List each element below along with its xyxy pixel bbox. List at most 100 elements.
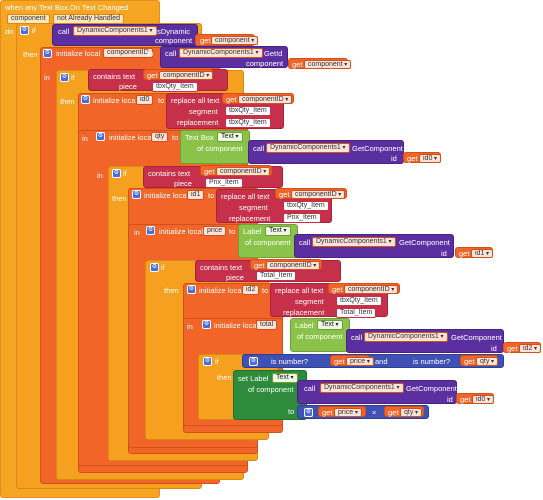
mutator-gear-icon[interactable]: ⚙ [60,73,69,82]
mutator-gear-icon[interactable]: ⚙ [150,263,159,272]
string-tbxQty-4[interactable]: tbxQty_Item [283,201,329,211]
var-dropdown[interactable]: price [346,357,374,366]
label-text-getter-price[interactable]: Label Text of component [238,224,298,258]
get-id2[interactable]: get id2 [503,342,542,353]
get-componentID-2[interactable]: get componentID [222,93,294,104]
var-dropdown[interactable]: componentID [266,261,321,270]
var-dropdown[interactable]: qty [400,408,423,417]
id-arg-label: id [491,344,497,353]
of-component-label: of component [297,332,343,341]
var-dropdown[interactable]: price [334,408,362,417]
replace-all-label: replace all text [275,286,324,295]
string-tbxQty-5[interactable]: tbxQty_Item [336,296,382,306]
mutator-gear-icon[interactable]: ⚙ [249,357,258,366]
mutator-gear-icon[interactable]: ⚙ [20,26,29,35]
var-dropdown[interactable]: componentID [159,71,214,80]
var-dropdown[interactable]: componentID [238,95,293,104]
var-name-componentID[interactable]: componentID [103,48,153,58]
component-dropdown[interactable]: DynamicComponents1 [320,383,404,393]
var-name-qty[interactable]: qty [151,132,169,142]
get-id0-2[interactable]: get id0 [456,393,495,404]
to-label: to [208,191,215,200]
is-number-label-2: is number? [413,357,451,366]
to-label: to [147,49,154,58]
property-dropdown[interactable]: Text [272,373,298,383]
mutator-gear-icon[interactable]: ⚙ [112,169,121,178]
var-dropdown[interactable]: id0 [472,395,495,404]
mutator-gear-icon[interactable]: ⚙ [96,132,105,141]
component-dropdown[interactable]: DynamicComponents1 [73,26,157,36]
string-tbxQty-2[interactable]: tbxQty_Item [225,106,271,116]
mutator-gear-icon[interactable]: ⚙ [43,49,52,58]
of-component-label: of component [245,238,291,247]
mutator-gear-icon[interactable]: ⚙ [132,190,141,199]
call-get-component-total[interactable]: call DynamicComponents1 GetComponent id [346,329,504,353]
var-dropdown[interactable]: component [304,60,352,69]
get-price[interactable]: get price [330,355,374,366]
get-qty-2[interactable]: get qty [384,406,424,417]
get-componentID[interactable]: get componentID [143,69,214,80]
get-label: get [254,261,265,270]
var-name-id0[interactable]: id0 [136,95,154,105]
mutator-gear-icon[interactable]: ⚙ [304,408,313,417]
string-total[interactable]: Total_Item [256,271,297,281]
mutator-gear-icon[interactable]: ⚙ [81,95,90,104]
get-component-block-2[interactable]: get component [288,58,352,69]
get-componentID-3[interactable]: get componentID [200,165,272,176]
string-tbxQty-3[interactable]: tbxQty_Item [225,118,271,128]
call-get-component-set[interactable]: call DynamicComponents1 GetComponent id [297,380,457,404]
component-dropdown[interactable]: DynamicComponents1 [266,143,350,153]
var-name-id1[interactable]: id1 [187,190,205,200]
component-dropdown[interactable]: DynamicComponents1 [179,48,263,58]
type-textbox: Text Box [185,133,214,142]
property-dropdown[interactable]: Text [317,320,343,330]
mutator-gear-icon[interactable]: ⚙ [203,357,212,366]
call-label: call [253,144,265,153]
var-name-total[interactable]: total [256,320,278,330]
of-component-label: of component [248,385,294,394]
method-get-component: GetComponent [451,333,502,342]
var-dropdown[interactable]: id1 [471,249,494,258]
get-label: get [200,36,211,45]
in-label: in [82,134,88,143]
var-dropdown[interactable]: componentID [344,285,399,294]
piece-label: piece [226,273,244,282]
get-component-block[interactable]: get component [195,34,259,46]
component-dropdown[interactable]: DynamicComponents1 [312,237,396,247]
var-dropdown[interactable]: id0 [419,154,442,163]
get-componentID-6[interactable]: get componentID [328,283,400,294]
get-id1[interactable]: get id1 [455,247,494,258]
component-dropdown[interactable]: DynamicComponents1 [364,332,448,342]
textbox-text-getter[interactable]: Text Box Text of component [180,130,250,164]
call-get-id-block[interactable]: call DynamicComponents1 GetId component [160,46,288,68]
get-price-2[interactable]: get price [318,406,366,417]
mutator-gear-icon[interactable]: ⚙ [187,285,196,294]
string-total-2[interactable]: Total_Item [336,308,377,318]
set-label-text[interactable]: set Label Text of component to [233,370,307,420]
call-get-component-price[interactable]: call DynamicComponents1 GetComponent id [294,234,454,258]
mutator-gear-icon[interactable]: ⚙ [146,226,155,235]
var-dropdown[interactable]: qty [476,357,499,366]
get-id0[interactable]: get id0 [403,152,442,163]
var-name-id2[interactable]: id2 [242,285,260,295]
property-dropdown[interactable]: Text [217,132,243,142]
label-text-getter-total[interactable]: Label Text of component [290,318,350,352]
get-componentID-4[interactable]: get componentID [275,188,347,199]
var-dropdown[interactable]: componentID [216,167,271,176]
var-dropdown[interactable]: component [211,36,259,45]
get-componentID-5[interactable]: get componentID [250,259,322,270]
string-prix-2[interactable]: Prix_Item [283,213,321,223]
then-label: then [164,286,179,295]
var-name-price[interactable]: price [203,226,227,236]
get-label: get [147,71,158,80]
mutator-gear-icon[interactable]: ⚙ [202,320,211,329]
var-dropdown[interactable]: componentID [291,190,346,199]
init-local-label: initialize local [144,191,189,200]
get-qty[interactable]: get qty [460,355,499,366]
call-get-component-qty[interactable]: call DynamicComponents1 GetComponent id [248,140,404,164]
string-prix[interactable]: Prix_Item [205,178,243,188]
property-dropdown[interactable]: Text [265,226,291,236]
var-dropdown[interactable]: id2 [519,344,542,353]
string-tbxQty[interactable]: tbxQty_Item [152,82,198,92]
